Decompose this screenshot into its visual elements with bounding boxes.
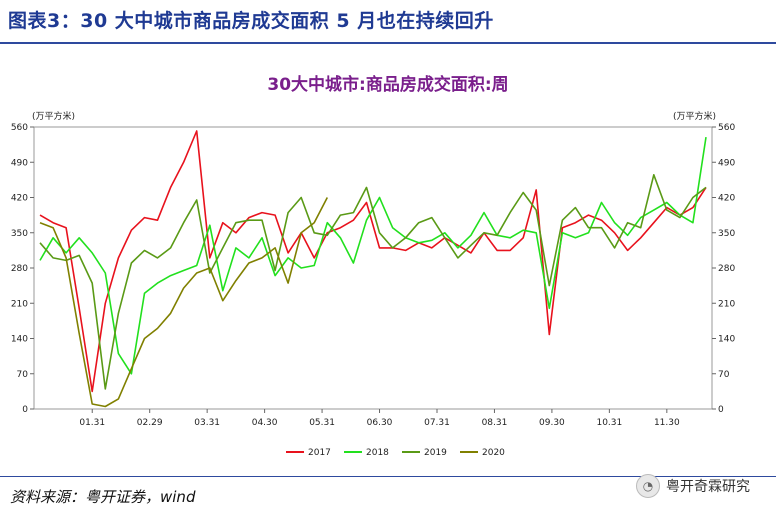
y-unit-right: (万平方米) [673,110,716,122]
source-note: 资料来源：粤开证券，wind [10,488,196,506]
legend-label-2017: 2017 [308,448,331,458]
y-tick-label-left: 210 [11,299,28,309]
x-axis: 01.31 02.29 03.31 04.30 05.31 06.30 07.31 08.31… [79,409,680,428]
series-line-2020 [39,197,329,408]
y-tick-label-left: 350 [11,229,28,239]
y-tick-label-right: 280 [718,264,735,274]
y-tick-label-right: 350 [718,229,735,239]
y-tick-label-left: 280 [11,264,28,274]
y-axis-right: 0 70 140 210 280 350 420 490 560 [712,123,735,415]
x-tick-label: 06.30 [367,418,393,428]
x-tick-label: 02.29 [137,418,163,428]
y-tick-label-left: 560 [11,123,28,133]
wechat-icon: ◔ [636,474,660,498]
y-tick-label-left: 420 [11,194,28,204]
y-tick-label-left: 70 [17,370,29,380]
brand-name: 粤开奇霖研究 [666,479,750,495]
chart-title: 30大中城市:商品房成交面积:周 [267,75,509,95]
series-group [39,130,707,408]
y-tick-label-right: 140 [718,335,735,345]
x-tick-label: 09.30 [539,418,565,428]
legend: 2017 2018 2019 2020 [286,448,505,458]
y-tick-label-right: 210 [718,299,735,309]
y-tick-label-left: 490 [11,158,28,168]
plot-frame [33,126,713,410]
series-line-2019 [39,174,707,390]
y-tick-label-left: 0 [22,405,28,415]
y-unit-left: (万平方米) [32,110,75,122]
y-tick-label-right: 0 [718,405,724,415]
x-tick-label: 11.30 [654,418,680,428]
source-divider [0,476,776,477]
x-tick-label: 10.31 [596,418,622,428]
title-divider [0,42,776,44]
legend-label-2019: 2019 [424,448,447,458]
x-tick-label: 01.31 [79,418,105,428]
legend-label-2018: 2018 [366,448,389,458]
x-tick-label: 05.31 [309,418,335,428]
y-tick-label-right: 490 [718,158,735,168]
x-tick-label: 08.31 [482,418,508,428]
y-tick-label-right: 420 [718,194,735,204]
y-tick-label-right: 70 [718,370,730,380]
y-tick-label-right: 560 [718,123,735,133]
y-tick-label-left: 140 [11,335,28,345]
series-line-2017 [39,130,707,393]
legend-label-2020: 2020 [482,448,505,458]
y-axis-left: 0 70 140 210 280 350 420 490 560 [11,123,34,415]
x-tick-label: 07.31 [424,418,450,428]
brand-watermark: ◔ 粤开奇霖研究 [636,474,750,498]
figure-title: 图表3：30 大中城市商品房成交面积 5 月也在持续回升 [8,10,494,32]
x-tick-label: 03.31 [194,418,220,428]
x-tick-label: 04.30 [252,418,278,428]
